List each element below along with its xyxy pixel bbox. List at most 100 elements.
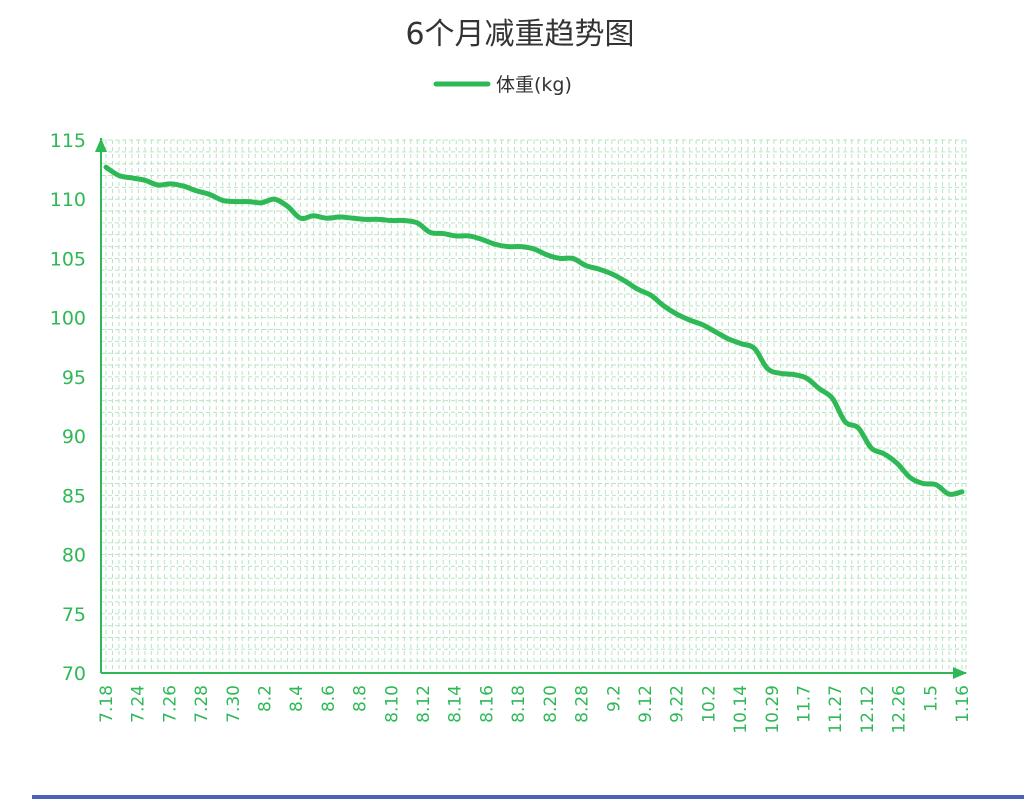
- data-point: [909, 476, 911, 479]
- x-tick-label: 8.28: [573, 685, 593, 723]
- data-point: [870, 447, 873, 449]
- y-tick-label: 100: [50, 308, 86, 330]
- data-point: [170, 183, 172, 185]
- data-point: [286, 205, 289, 208]
- data-point: [701, 323, 704, 326]
- data-point: [792, 373, 795, 376]
- x-tick-label: 7.28: [192, 685, 212, 723]
- data-point: [377, 218, 380, 221]
- x-tick-label: 8.14: [446, 685, 466, 723]
- data-point: [299, 217, 302, 219]
- x-tick-label: 9.2: [604, 685, 624, 712]
- data-point: [740, 342, 743, 345]
- data-point: [546, 254, 548, 256]
- data-point: [416, 222, 419, 224]
- data-point: [118, 174, 120, 177]
- data-point: [948, 493, 950, 495]
- y-tick-label: 80: [62, 545, 86, 567]
- data-point: [857, 427, 860, 429]
- data-point: [105, 166, 107, 169]
- x-axis-arrow: [953, 667, 967, 679]
- data-point: [183, 185, 185, 187]
- x-tick-label: 8.18: [509, 685, 529, 723]
- x-tick-label: 8.4: [287, 685, 307, 712]
- x-tick-label: 7.26: [160, 685, 180, 723]
- x-axis-labels: 7.18 7.24 7.26 7.28 7.30 8.2 8.4 8.6 8.8 8.10 8.12…: [97, 685, 973, 734]
- data-point: [429, 231, 432, 234]
- data-point: [312, 215, 315, 217]
- data-point: [922, 482, 924, 485]
- x-tick-label: 7.30: [224, 685, 244, 723]
- chart-title: 6个月减重趋势图: [405, 17, 634, 52]
- x-tick-label: 8.12: [414, 685, 434, 723]
- data-point: [572, 257, 574, 260]
- data-point: [585, 264, 587, 267]
- data-point: [403, 219, 406, 222]
- data-point: [935, 483, 937, 486]
- data-point: [481, 238, 483, 241]
- y-tick-label: 70: [62, 663, 86, 685]
- data-point: [390, 219, 393, 222]
- data-point: [520, 245, 522, 248]
- data-point: [131, 177, 133, 179]
- legend[interactable]: 体重(kg): [433, 74, 572, 96]
- data-point: [896, 462, 898, 465]
- data-point: [766, 367, 769, 370]
- data-points: [105, 166, 963, 495]
- data-point: [260, 201, 263, 204]
- x-tick-label: 11.27: [826, 685, 846, 734]
- data-point: [727, 338, 730, 340]
- data-point: [468, 235, 470, 237]
- x-tick-label: 7.18: [97, 685, 117, 723]
- data-point: [208, 193, 211, 196]
- legend-label: 体重(kg): [496, 74, 572, 96]
- x-tick-label: 8.6: [319, 685, 339, 712]
- data-point: [883, 453, 885, 455]
- data-point: [195, 190, 198, 192]
- data-point: [961, 490, 963, 493]
- data-point: [247, 200, 250, 203]
- data-point: [494, 243, 496, 246]
- y-tick-label: 115: [50, 130, 86, 152]
- y-tick-label: 90: [62, 426, 86, 448]
- x-tick-label: 7.24: [129, 685, 149, 723]
- x-tick-label: 1.16: [953, 685, 973, 723]
- y-axis-arrow: [95, 138, 107, 152]
- axes: [95, 138, 967, 679]
- grid: [101, 139, 967, 674]
- x-tick-label: 1.5: [921, 685, 941, 712]
- x-tick-label: 9.12: [636, 685, 656, 723]
- y-tick-label: 95: [62, 367, 86, 389]
- data-point: [442, 232, 445, 235]
- data-point: [364, 218, 367, 221]
- data-point: [507, 245, 509, 248]
- data-point: [273, 198, 276, 201]
- data-point: [221, 199, 224, 202]
- data-point: [675, 313, 678, 315]
- x-tick-label: 8.16: [477, 685, 497, 723]
- data-point: [818, 387, 821, 390]
- data-point: [234, 200, 237, 203]
- data-point: [533, 248, 535, 250]
- data-point: [831, 397, 834, 400]
- data-point: [157, 184, 159, 186]
- data-point: [559, 257, 561, 260]
- x-tick-label: 12.26: [890, 685, 910, 734]
- data-point: [598, 268, 600, 270]
- x-tick-label: 8.20: [541, 685, 561, 723]
- data-point: [455, 235, 457, 237]
- data-point: [753, 347, 756, 350]
- y-tick-label: 75: [62, 604, 86, 626]
- x-tick-label: 11.7: [794, 685, 814, 723]
- data-point: [623, 280, 626, 282]
- data-point: [844, 421, 847, 423]
- x-tick-label: 12.12: [858, 685, 878, 734]
- data-point: [649, 294, 652, 296]
- data-point: [805, 377, 808, 379]
- data-point: [325, 217, 328, 219]
- x-tick-label: 8.10: [382, 685, 402, 723]
- x-tick-label: 8.8: [351, 685, 371, 712]
- x-tick-label: 10.14: [731, 685, 751, 734]
- bottom-divider-bar: [32, 795, 1024, 799]
